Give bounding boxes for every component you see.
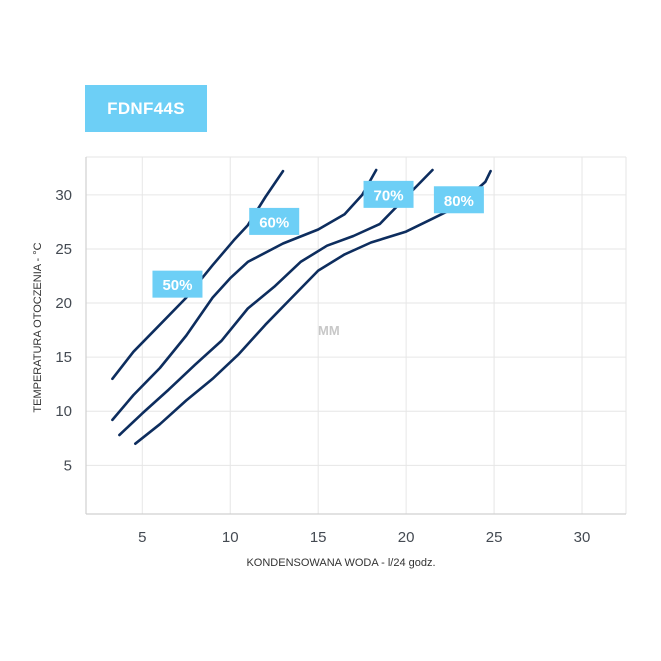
x-axis-label: KONDENSOWANA WODA - l/24 godz. (246, 557, 435, 569)
series-labels: 50% 60% 70% 80% (152, 180, 484, 298)
x-tick-label-10: 10 (222, 529, 239, 546)
tick-labels: 5 10 15 20 25 30 5 10 15 20 25 30 (55, 187, 590, 546)
x-tick-label-30: 30 (574, 529, 591, 546)
y-tick-label-15: 15 (55, 349, 72, 366)
series-label-60: 60% (259, 214, 289, 231)
watermark: MM (318, 323, 340, 338)
series-label-box-70 (363, 180, 414, 208)
y-tick-label-25: 25 (55, 241, 72, 258)
y-tick-label-10: 10 (55, 403, 72, 420)
chart-title: FDNF44S (85, 85, 207, 132)
series-label-50: 50% (162, 277, 192, 294)
series-lines (111, 168, 492, 446)
series-label-80: 80% (444, 193, 474, 210)
x-tick-label-15: 15 (310, 529, 327, 546)
series-line-70 (118, 168, 434, 437)
series-label-70: 70% (374, 187, 404, 204)
series-line-60 (111, 168, 378, 422)
y-tick-label-5: 5 (64, 457, 72, 474)
y-tick-label-20: 20 (55, 295, 72, 312)
x-tick-label-5: 5 (138, 529, 146, 546)
series-label-box-50 (152, 270, 203, 298)
y-axis-label: TEMPERATURA OTOCZENIA - °C (32, 242, 44, 412)
y-tick-label-30: 30 (55, 187, 72, 204)
x-tick-label-20: 20 (398, 529, 415, 546)
series-label-box-60 (249, 207, 300, 235)
series-line-50 (111, 169, 285, 381)
series-label-box-80 (433, 186, 484, 214)
axes (85, 157, 626, 515)
chart-title-text: FDNF44S (107, 98, 185, 118)
grid (86, 156, 627, 514)
x-tick-label-25: 25 (486, 529, 503, 546)
